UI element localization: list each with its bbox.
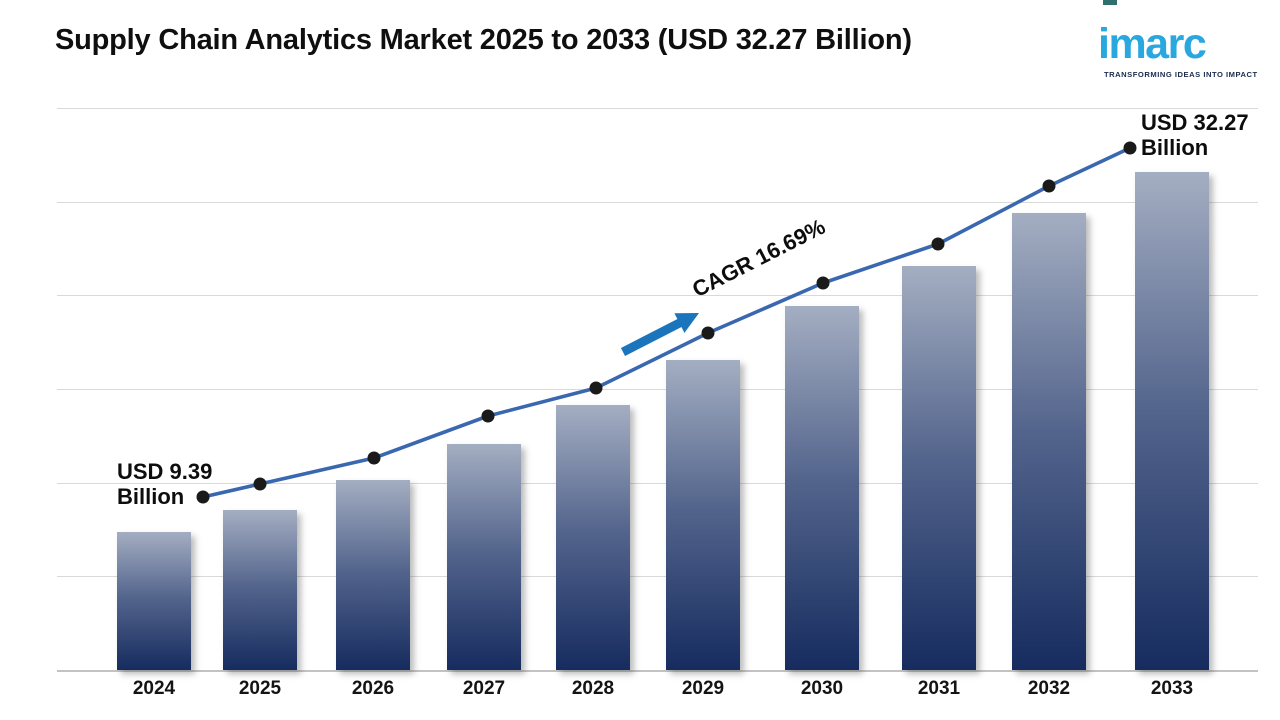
bar-2026 bbox=[336, 480, 410, 670]
bar-2033 bbox=[1135, 172, 1209, 670]
page-title: Supply Chain Analytics Market 2025 to 20… bbox=[55, 24, 912, 56]
end-value-line1: USD 32.27 bbox=[1141, 110, 1249, 135]
x-tick-label-2024: 2024 bbox=[132, 678, 176, 699]
bar-2032 bbox=[1012, 213, 1086, 670]
bar-2028 bbox=[556, 405, 630, 670]
x-tick-label-2029: 2029 bbox=[681, 678, 725, 699]
bar-2027 bbox=[447, 444, 521, 670]
x-tick-label-2031: 2031 bbox=[917, 678, 961, 699]
bar-2030 bbox=[785, 306, 859, 670]
x-tick-label-2025: 2025 bbox=[238, 678, 282, 699]
bar-2031 bbox=[902, 266, 976, 670]
start-value-label: USD 9.39 Billion bbox=[117, 459, 212, 509]
x-tick-label-2026: 2026 bbox=[351, 678, 395, 699]
x-tick-label-2028: 2028 bbox=[571, 678, 615, 699]
bar-2029 bbox=[666, 360, 740, 670]
gridline bbox=[57, 108, 1258, 109]
imarc-tagline: TRANSFORMING IDEAS INTO IMPACT bbox=[1104, 70, 1258, 79]
x-tick-label-2027: 2027 bbox=[462, 678, 506, 699]
gridline bbox=[57, 576, 1258, 578]
start-value-line2: Billion bbox=[117, 484, 185, 509]
bar-2025 bbox=[223, 510, 297, 670]
x-tick-label-2032: 2032 bbox=[1027, 678, 1071, 699]
start-value-line1: USD 9.39 bbox=[117, 459, 213, 484]
x-tick-label-2033: 2033 bbox=[1150, 678, 1194, 699]
imarc-wordmark: imarc bbox=[1098, 20, 1207, 68]
bar-2024 bbox=[117, 532, 191, 670]
end-value-label: USD 32.27 Billion bbox=[1141, 110, 1249, 160]
x-axis-baseline bbox=[57, 670, 1258, 673]
logo-top-artifact bbox=[1103, 0, 1117, 5]
x-tick-label-2030: 2030 bbox=[800, 678, 844, 699]
end-value-line2: Billion bbox=[1141, 135, 1209, 160]
gridline bbox=[57, 201, 1258, 203]
